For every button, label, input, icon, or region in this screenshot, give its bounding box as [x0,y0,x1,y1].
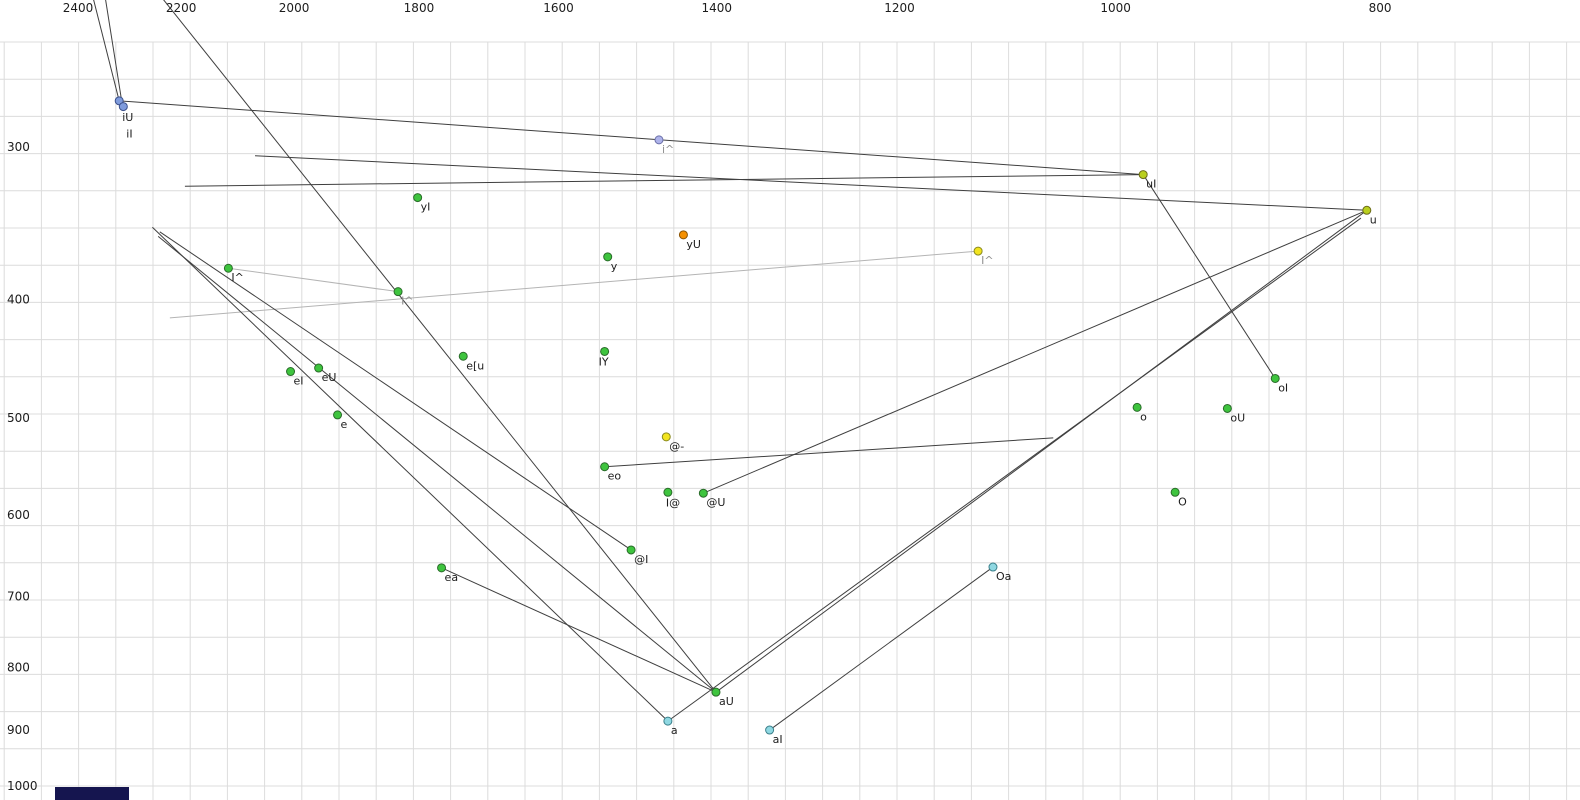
vowel-label-I^: I^ [981,254,993,267]
trajectory-line [667,217,1362,722]
vowel-point-o [1132,402,1142,412]
vowel-label-I^: I^ [401,295,413,308]
vowel-label-i^: i^ [662,143,674,156]
vowel-label-O: O [1178,495,1187,508]
vowel-point-O [1170,487,1180,497]
vowel-point-@U [698,488,708,498]
vowel-point-oU [1222,403,1232,413]
vowel-label-yU: yU [686,238,701,251]
vowel-label-I@: I@ [666,496,680,509]
y-axis-tick-label: 400 [7,293,30,307]
x-axis-tick-label: 1800 [404,1,435,15]
trajectory-line [152,226,669,722]
trajectory-line [184,174,1144,187]
trajectory-line [1142,174,1276,379]
y-axis-tick-label: 800 [7,661,30,675]
vowel-point-aI [765,725,775,735]
y-axis-tick-label: 600 [7,508,30,522]
vowel-point-@I [626,545,636,555]
vowel-label-yI: yI [421,201,431,214]
vowel-label-iU: iU [122,111,133,124]
trajectory-line [441,567,717,693]
vowel-point-a [663,716,673,726]
vowel-point-eo [600,462,610,472]
vowel-point-e [333,410,343,420]
trajectory-line [105,0,123,105]
x-axis-tick-label: 1200 [884,1,915,15]
vowel-point-@- [661,432,671,442]
vowel-point-I@ [663,487,673,497]
x-axis-tick-label: 1400 [702,1,733,15]
vowel-point-i^ [654,135,664,145]
vowel-label-oU: oU [1230,411,1245,424]
trajectory-line [157,235,717,693]
x-axis-tick-label: 1600 [543,1,574,15]
vowel-point-uI [1138,170,1148,180]
trajectory-line-light [169,250,979,319]
vowel-point-I^ [973,246,983,256]
bottom-left-dark-bar [55,787,129,800]
vowel-label-u: u [1370,213,1377,226]
trajectory-line [715,209,1368,693]
vowel-label-ea: ea [445,571,459,584]
vowel-point-Oa [988,562,998,572]
vowel-point-I^ [223,263,233,273]
vowel-label-IY: IY [599,355,609,368]
trajectory-line [163,0,717,693]
vowel-label-a: a [671,724,678,737]
vowel-point-I^ [393,287,403,297]
vowel-point-yI [413,193,423,203]
vowel-point-e[u [458,351,468,361]
vowel-label-e[u: e[u [466,359,484,372]
vowel-point-yU [678,230,688,240]
trajectory-line [255,155,1367,211]
vowel-label-eI: eI [294,375,304,388]
trajectory-line [159,231,632,551]
vowel-label-eo: eo [608,470,622,483]
vowel-point-eI [286,367,296,377]
vowel-label-o: o [1140,410,1147,423]
trajectory-line [93,0,120,101]
y-axis-tick-label: 900 [7,723,30,737]
trajectory-line [119,100,1144,176]
y-axis-tick-label: 1000 [7,779,38,793]
vowel-label-@U: @U [706,496,725,509]
vowel-label-oI: oI [1278,381,1288,394]
vowel-point-y [603,252,613,262]
vowel-label-y: y [611,260,618,273]
vowel-label-aU: aU [719,695,734,708]
vowel-label-uI: uI [1146,178,1156,191]
vowel-point-aU [711,687,721,697]
trajectory-line-light [228,267,399,293]
vowel-label-@I: @I [634,553,648,566]
y-axis-tick-label: 500 [7,411,30,425]
vowel-label-I^: I^ [231,271,243,284]
x-axis-tick-label: 2200 [166,1,197,15]
vowel-point-oI [1270,373,1280,383]
trajectory-line [604,437,1054,468]
vowel-point-eU [314,363,324,373]
x-axis-tick-label: 800 [1369,1,1392,15]
trajectory-line [703,209,1368,494]
vowel-label-eU: eU [322,371,337,384]
vowel-label-aI: aI [773,733,783,746]
vowel-label-Oa: Oa [996,570,1011,583]
trajectory-line [769,566,994,731]
x-axis-tick-label: 1000 [1100,1,1131,15]
x-axis-tick-label: 2400 [63,1,94,15]
vowel-label-iI: iI [126,128,132,141]
y-axis-tick-label: 700 [7,590,30,604]
y-axis-tick-label: 300 [7,140,30,154]
vowel-point-IY [600,346,610,356]
x-axis-tick-label: 2000 [279,1,310,15]
vowel-label-e: e [341,418,348,431]
vowel-label-@-: @- [669,440,684,453]
vowel-point-ea [437,563,447,573]
vowel-point-iI [118,102,128,112]
vowel-point-u [1362,205,1372,215]
